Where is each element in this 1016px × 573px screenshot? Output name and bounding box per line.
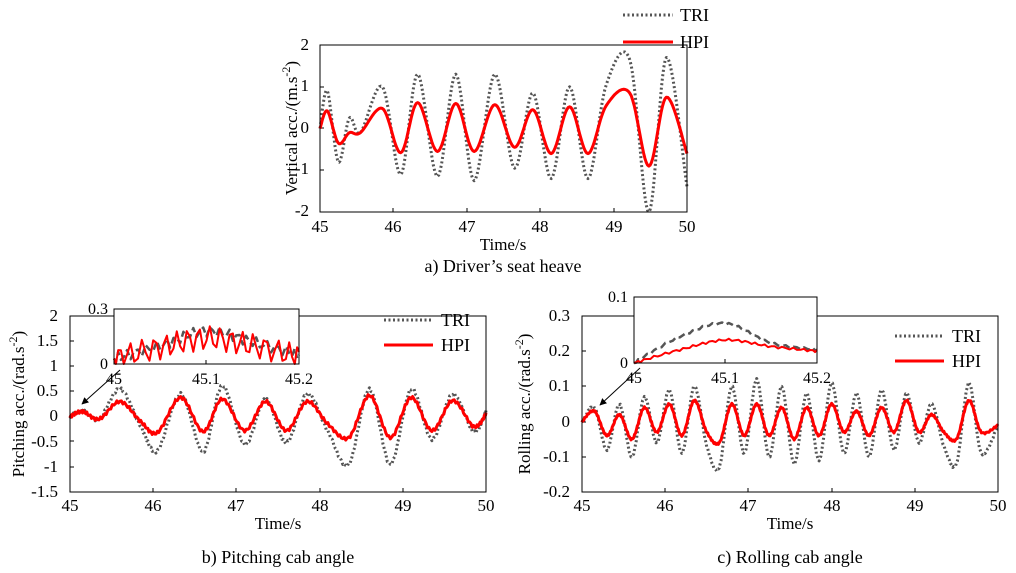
panel-c-ytick: 0.3 bbox=[549, 306, 570, 325]
series-line-tri bbox=[633, 321, 818, 365]
panel-c-inset: 0.1 0 45 45.1 45.2 bbox=[599, 289, 831, 406]
panel-a-ytick: -2 bbox=[295, 201, 309, 220]
panel-c-inset-xtick: 45 bbox=[626, 370, 642, 387]
panel-a-ytick: 1 bbox=[301, 76, 310, 95]
panel-a-ytick: 2 bbox=[301, 35, 310, 54]
panel-b-ytick: -0.5 bbox=[31, 432, 58, 451]
legend-hpi-label: HPI bbox=[680, 32, 709, 52]
panel-b-ytick: 0 bbox=[50, 406, 59, 425]
panel-c-xtick: 50 bbox=[990, 496, 1007, 515]
series-line-hpi bbox=[633, 337, 818, 364]
panel-c-xtick: 46 bbox=[657, 496, 674, 515]
panel-c-xticks: 45 46 47 48 49 50 bbox=[574, 496, 1007, 515]
panel-b-caption: b) Pitching cab angle bbox=[202, 547, 354, 568]
panel-c-yticks: -0.2 -0.1 0 0.1 0.2 0.3 bbox=[543, 306, 570, 501]
panel-a-xlabel: Time/s bbox=[480, 235, 527, 254]
panel-a-xtick: 50 bbox=[679, 217, 696, 236]
panel-a-ytick: 0 bbox=[301, 118, 310, 137]
series-line-tri bbox=[318, 50, 689, 214]
series-line-tri bbox=[581, 377, 999, 473]
panel-b-inset-xtick: 45.1 bbox=[192, 371, 220, 388]
panel-b-xtick: 46 bbox=[145, 496, 162, 515]
panel-c-caption: c) Rolling cab angle bbox=[717, 547, 862, 568]
legend-tri-label: TRI bbox=[680, 5, 709, 25]
panel-a-xtick: 45 bbox=[312, 217, 329, 236]
panel-b-inset-ytick: 0.3 bbox=[88, 301, 108, 318]
panel-c: -0.2 -0.1 0 0.1 0.2 0.3 45 46 47 48 49 5… bbox=[512, 289, 1007, 568]
panel-b-xtick: 45 bbox=[62, 496, 79, 515]
panel-b-xticks: 45 46 47 48 49 50 bbox=[62, 496, 495, 515]
panel-c-inset-frame bbox=[633, 296, 818, 364]
series-line-tri bbox=[68, 383, 488, 468]
panel-c-inset-ytick: 0 bbox=[620, 355, 628, 372]
panel-b-inset-frame bbox=[113, 308, 300, 365]
panel-b-yticks: -1.5 -1 -0.5 0 0.5 1 1.5 2 bbox=[31, 306, 58, 501]
panel-b-ytick: 1.5 bbox=[37, 331, 58, 350]
legend-hpi-label: HPI bbox=[441, 335, 470, 355]
panel-c-ytick: 0.2 bbox=[549, 341, 570, 360]
panel-c-ytick: -0.2 bbox=[543, 482, 570, 501]
panel-b-xtick: 48 bbox=[312, 496, 329, 515]
panel-a-ytick: -1 bbox=[295, 159, 309, 178]
panel-c-inset-bg bbox=[634, 297, 817, 363]
panel-b: -1.5 -1 -0.5 0 0.5 1 1.5 2 45 46 47 48 4… bbox=[6, 301, 495, 568]
panel-a-xtick: 47 bbox=[459, 217, 477, 236]
panel-a-xtick: 49 bbox=[606, 217, 623, 236]
panel-b-zoom-arrow bbox=[81, 369, 121, 405]
panel-a-yticks: -2 -1 0 1 2 bbox=[295, 35, 309, 220]
panel-c-xtick: 48 bbox=[824, 496, 841, 515]
panel-a-xticks: 45 46 47 48 49 50 bbox=[312, 217, 696, 236]
panel-b-ytick: 0.5 bbox=[37, 381, 58, 400]
legend-hpi-label: HPI bbox=[952, 351, 981, 371]
panel-b-inset-xtick: 45.2 bbox=[285, 371, 313, 388]
series-line-hpi bbox=[68, 393, 488, 442]
panel-b-inset: 0.3 0 45 45.1 45.2 bbox=[81, 301, 313, 405]
panel-c-ylabel: Rolling acc./(rad.s-2) bbox=[512, 334, 534, 475]
panel-a-plot bbox=[318, 44, 689, 214]
panel-c-inset-xtick: 45.1 bbox=[711, 370, 739, 387]
panel-a-caption: a) Driver’s seat heave bbox=[424, 256, 581, 277]
panel-b-legend: TRI HPI bbox=[384, 310, 470, 355]
panel-b-ytick: -1.5 bbox=[31, 482, 58, 501]
panel-a: -2 -1 0 1 2 45 46 47 48 49 50 Time/s Ver… bbox=[279, 5, 709, 277]
series-line-hpi bbox=[580, 398, 1000, 446]
panel-c-xtick: 49 bbox=[907, 496, 924, 515]
panel-b-xtick: 50 bbox=[478, 496, 495, 515]
series-line-hpi bbox=[318, 87, 689, 168]
series-line-hpi bbox=[113, 325, 300, 365]
panel-a-ylabel: Vertical acc./(m.s-2) bbox=[279, 61, 301, 195]
panel-c-ytick: -0.1 bbox=[543, 447, 570, 466]
panel-c-ytick: 0 bbox=[562, 412, 571, 431]
panel-c-xtick: 47 bbox=[740, 496, 758, 515]
legend-tri-label: TRI bbox=[441, 310, 470, 330]
panel-c-inset-xtick: 45.2 bbox=[803, 370, 831, 387]
panel-c-xlabel: Time/s bbox=[767, 514, 814, 533]
panel-b-ytick: 1 bbox=[50, 356, 59, 375]
panel-b-xlabel: Time/s bbox=[255, 514, 302, 533]
panel-b-ylabel: Pitching acc./(rad.s-2) bbox=[6, 331, 28, 477]
legend-tri-label: TRI bbox=[952, 326, 981, 346]
panel-a-xtick: 48 bbox=[532, 217, 549, 236]
panel-c-legend: TRI HPI bbox=[895, 326, 981, 371]
panel-b-inset-ytick: 0 bbox=[100, 356, 108, 373]
panel-b-inset-xtick: 45 bbox=[106, 371, 122, 388]
panel-c-xtick: 45 bbox=[574, 496, 591, 515]
panel-b-ytick: 2 bbox=[50, 306, 59, 325]
panel-b-xtick: 49 bbox=[395, 496, 412, 515]
panel-c-zoom-arrow bbox=[599, 367, 641, 406]
panel-a-axes-frame bbox=[319, 44, 688, 213]
panel-c-ytick: 0.1 bbox=[549, 376, 570, 395]
panel-a-xtick: 46 bbox=[385, 217, 402, 236]
panel-b-ytick: -1 bbox=[44, 457, 58, 476]
panel-b-plot bbox=[68, 315, 488, 493]
panel-a-legend: TRI HPI bbox=[623, 5, 709, 52]
panel-b-xtick: 47 bbox=[228, 496, 246, 515]
panel-c-inset-ytick: 0.1 bbox=[608, 289, 628, 306]
